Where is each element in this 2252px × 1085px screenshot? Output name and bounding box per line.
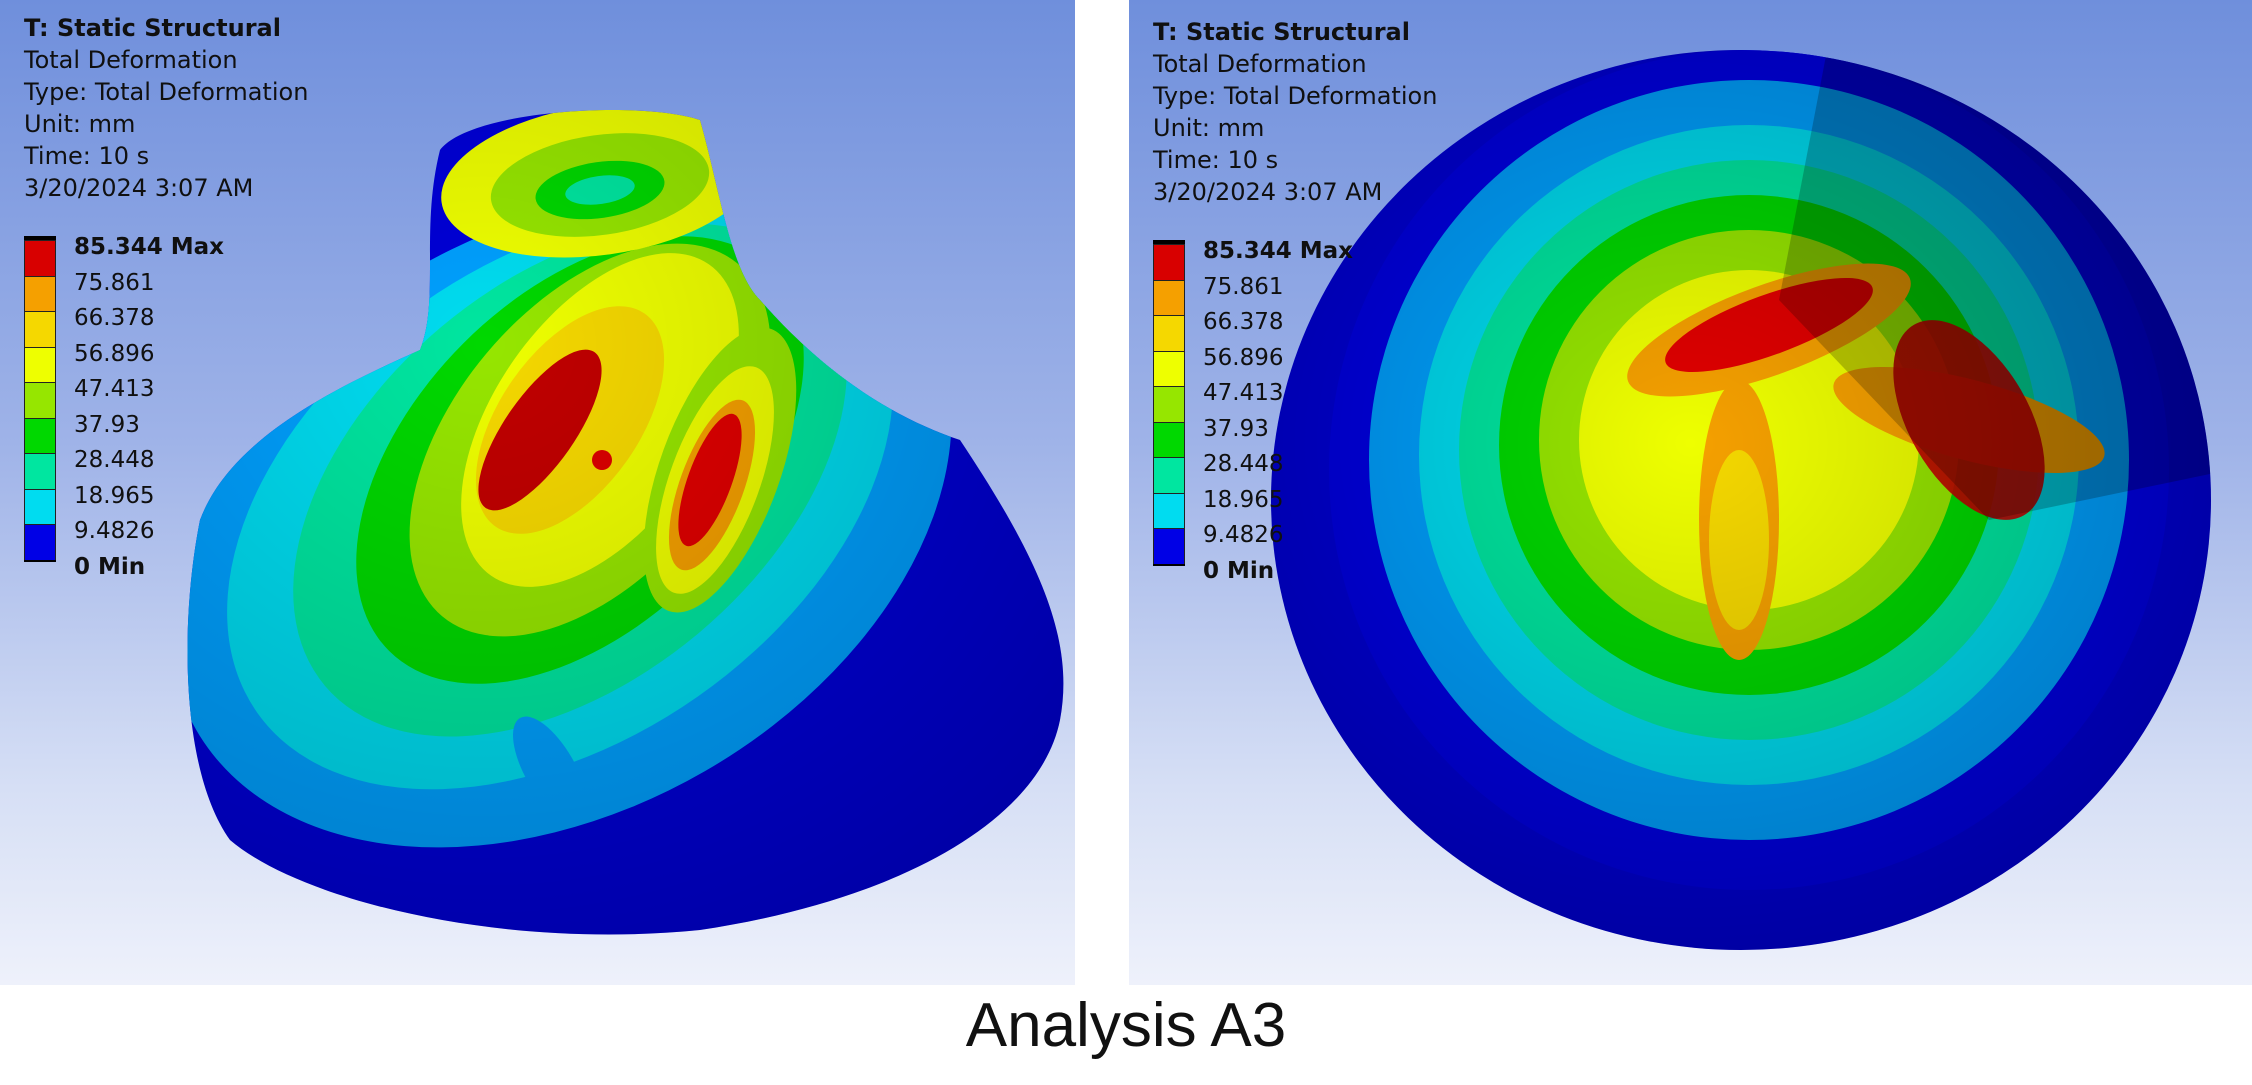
legend-top-cap	[24, 236, 56, 240]
legend-top-cap	[1153, 240, 1185, 244]
result-type: Type: Total Deformation	[1153, 82, 1438, 110]
legend-value-label: 0 Min	[1203, 557, 1275, 584]
legend-color-swatch	[1153, 421, 1185, 457]
legend-color-swatch	[24, 524, 56, 560]
legend-color-swatch	[1153, 386, 1185, 422]
right-viewport[interactable]: T: Static Structural Total Deformation T…	[1129, 0, 2252, 985]
legend-color-swatch	[1153, 244, 1185, 280]
legend-color-swatch	[24, 275, 56, 311]
legend-color-swatch	[24, 240, 56, 276]
legend-color-swatch	[24, 417, 56, 453]
legend-color-swatch	[1153, 457, 1185, 493]
legend-value-label: 85.344 Max	[1203, 238, 1354, 264]
result-time: Time: 10 s	[1153, 146, 1279, 174]
legend-value-label: 75.861	[74, 269, 155, 296]
legend-value-label: 28.448	[74, 447, 155, 473]
legend-color-swatch	[1153, 315, 1185, 351]
legend-value-label: 66.378	[74, 305, 155, 331]
result-name: Total Deformation	[24, 46, 238, 74]
deformation-model-top-view[interactable]	[1129, 0, 2252, 985]
legend-value-label: 37.93	[74, 411, 140, 438]
legend-value-label: 28.448	[1203, 451, 1284, 477]
legend-color-swatch	[1153, 350, 1185, 386]
legend-color-swatch	[1153, 528, 1185, 564]
legend-value-label: 0 Min	[74, 553, 146, 580]
legend-value-label: 47.413	[74, 376, 155, 402]
legend-value-label: 37.93	[1203, 415, 1269, 442]
result-date: 3/20/2024 3:07 AM	[24, 174, 254, 202]
legend-value-label: 9.4826	[74, 518, 155, 544]
legend-value-label: 85.344 Max	[74, 234, 225, 260]
result-date: 3/20/2024 3:07 AM	[1153, 178, 1383, 206]
legend-color-swatch	[24, 453, 56, 489]
legend-color-swatch	[24, 311, 56, 347]
legend-value-label: 18.965	[74, 482, 155, 509]
figure-caption: Analysis A3	[965, 991, 1287, 1060]
left-viewport[interactable]: T: Static Structural Total Deformation T…	[0, 0, 1075, 985]
result-time: Time: 10 s	[24, 142, 150, 170]
legend-bottom-cap	[1153, 563, 1185, 566]
legend-color-swatch	[1153, 279, 1185, 315]
legend-color-swatch	[24, 382, 56, 418]
legend-value-label: 47.413	[1203, 380, 1284, 406]
legend-color-swatch	[24, 488, 56, 524]
legend-value-label: 75.861	[1203, 273, 1284, 300]
analysis-title: T: Static Structural	[1153, 18, 1410, 46]
result-info-panel: T: Static Structural Total Deformation T…	[1153, 16, 1437, 208]
result-type: Type: Total Deformation	[24, 78, 309, 106]
legend-value-label: 56.896	[1203, 344, 1284, 371]
legend-value-label: 9.4826	[1203, 522, 1284, 548]
result-unit: Unit: mm	[24, 110, 136, 138]
result-unit: Unit: mm	[1153, 114, 1265, 142]
legend-value-label: 56.896	[74, 340, 155, 367]
legend-bottom-cap	[24, 559, 56, 562]
result-name: Total Deformation	[1153, 50, 1367, 78]
legend-color-swatch	[1153, 492, 1185, 528]
result-info-panel: T: Static Structural Total Deformation T…	[24, 12, 308, 204]
analysis-title: T: Static Structural	[24, 14, 281, 42]
legend-value-label: 66.378	[1203, 309, 1284, 335]
legend-value-label: 18.965	[1203, 486, 1284, 513]
legend-color-swatch	[24, 346, 56, 382]
deformation-model-side-view[interactable]	[0, 0, 1075, 985]
